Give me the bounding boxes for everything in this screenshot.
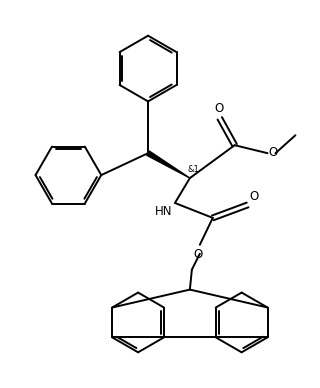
Text: O: O <box>214 102 223 115</box>
Text: O: O <box>250 190 259 203</box>
Text: O: O <box>268 146 278 159</box>
Text: &1: &1 <box>188 165 200 174</box>
Polygon shape <box>147 151 190 178</box>
Text: HN: HN <box>155 205 172 218</box>
Text: O: O <box>193 248 203 261</box>
